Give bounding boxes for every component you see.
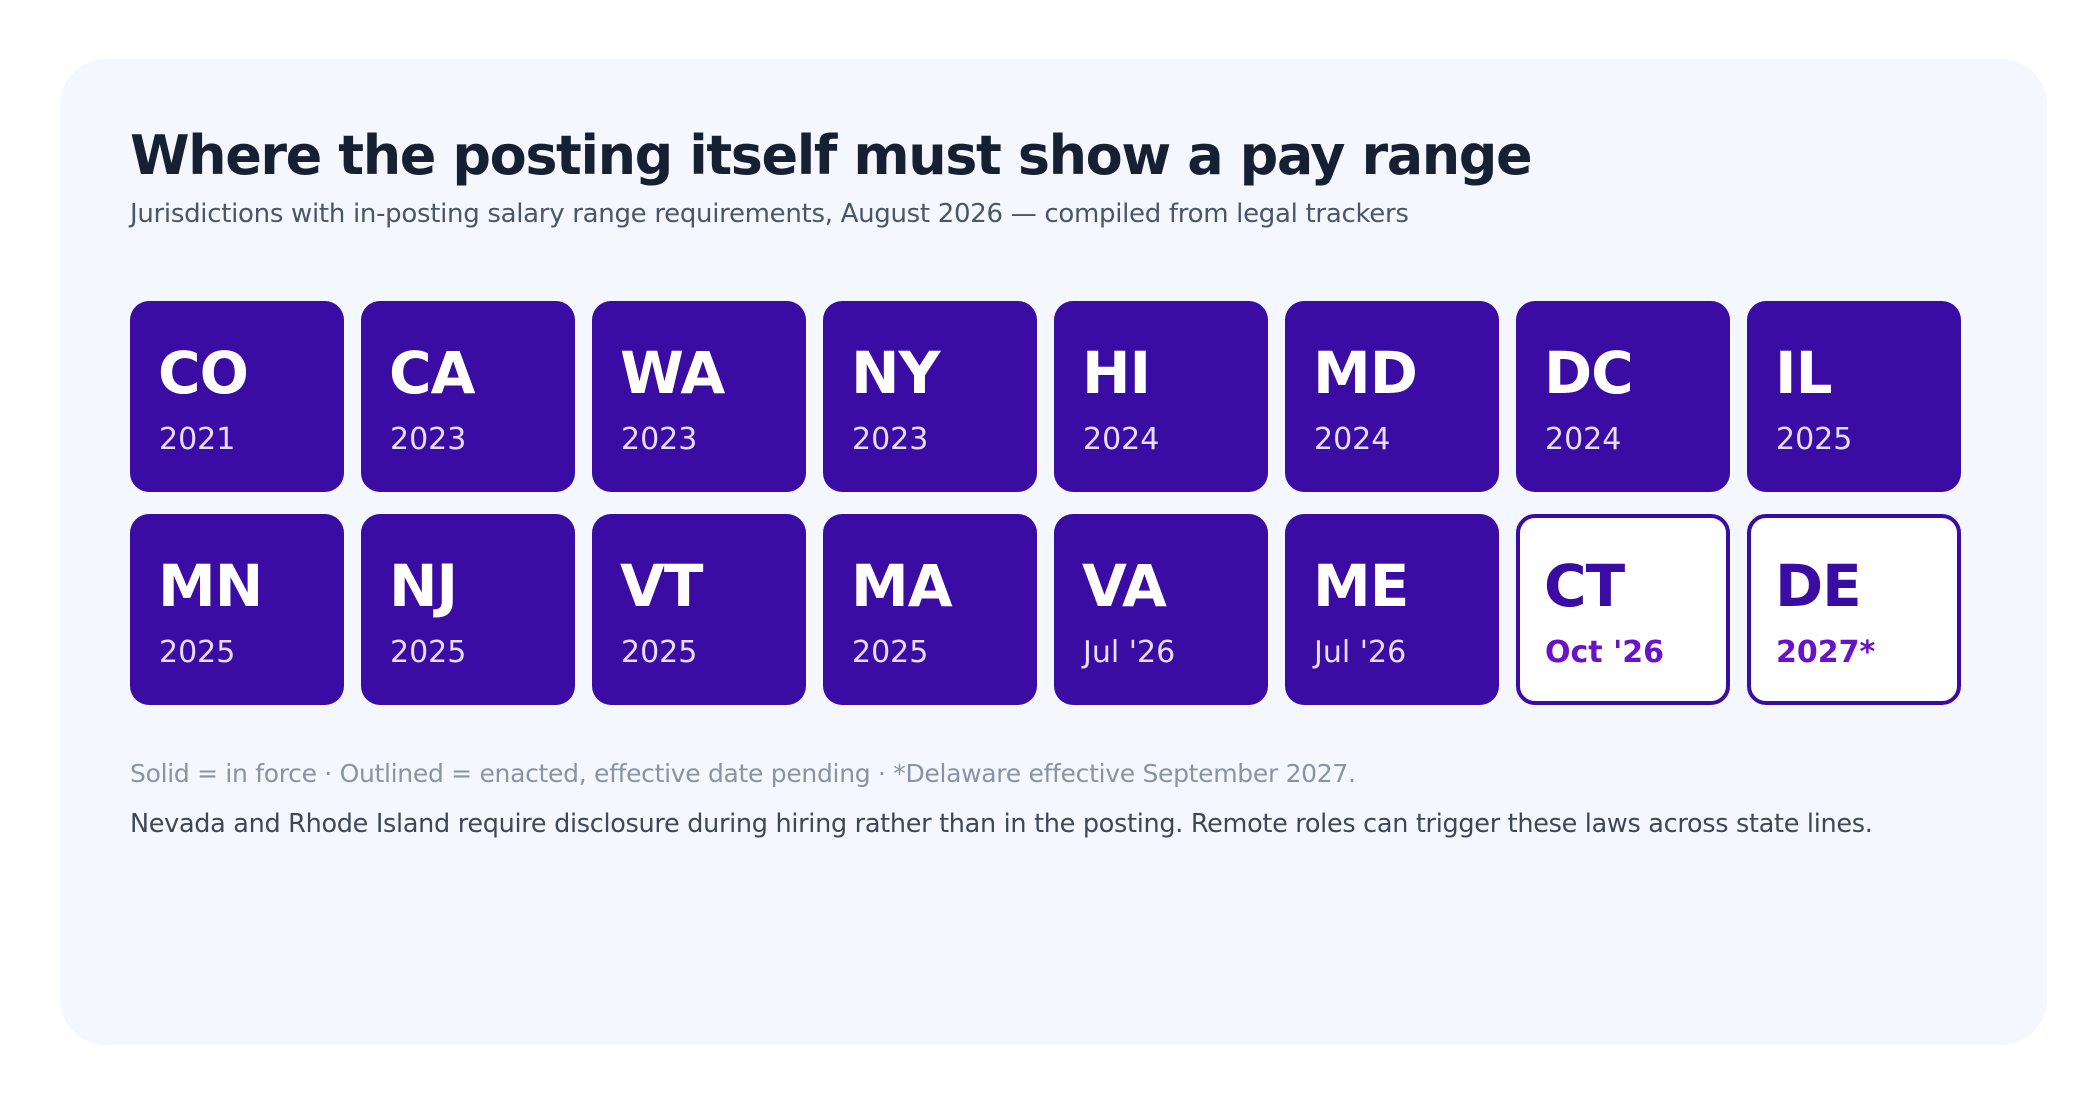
jurisdiction-effective-date: 2024 bbox=[1545, 422, 1622, 457]
jurisdiction-tile: IL 2025 bbox=[1747, 301, 1961, 492]
jurisdiction-abbr: DC bbox=[1544, 339, 1634, 407]
jurisdiction-abbr: MD bbox=[1313, 339, 1418, 407]
jurisdiction-effective-date: 2021 bbox=[159, 422, 236, 457]
jurisdiction-tile: WA 2023 bbox=[592, 301, 806, 492]
jurisdiction-effective-date: 2024 bbox=[1314, 422, 1391, 457]
jurisdiction-tile: ME Jul '26 bbox=[1285, 514, 1499, 705]
jurisdiction-effective-date: 2023 bbox=[621, 422, 698, 457]
jurisdiction-effective-date: 2025 bbox=[159, 635, 236, 670]
jurisdiction-abbr: HI bbox=[1082, 339, 1151, 407]
jurisdiction-effective-date: 2025 bbox=[1776, 422, 1853, 457]
jurisdiction-tile: VA Jul '26 bbox=[1054, 514, 1268, 705]
jurisdiction-abbr: VT bbox=[620, 552, 703, 620]
jurisdiction-abbr: MN bbox=[158, 552, 263, 620]
footnote: Nevada and Rhode Island require disclosu… bbox=[130, 809, 1873, 839]
jurisdiction-tile: MN 2025 bbox=[130, 514, 344, 705]
jurisdiction-effective-date: 2023 bbox=[852, 422, 929, 457]
jurisdiction-abbr: NY bbox=[851, 339, 941, 407]
jurisdiction-abbr: VA bbox=[1082, 552, 1167, 620]
jurisdiction-abbr: ME bbox=[1313, 552, 1409, 620]
jurisdiction-abbr: CO bbox=[158, 339, 249, 407]
jurisdiction-tile-pending: CT Oct '26 bbox=[1516, 514, 1730, 705]
jurisdiction-tile: MA 2025 bbox=[823, 514, 1037, 705]
jurisdiction-abbr: IL bbox=[1775, 339, 1833, 407]
jurisdiction-effective-date: 2025 bbox=[621, 635, 698, 670]
jurisdiction-tile: VT 2025 bbox=[592, 514, 806, 705]
jurisdiction-effective-date: 2023 bbox=[390, 422, 467, 457]
jurisdiction-grid: CO 2021 CA 2023 WA 2023 NY 2023 HI 2024 … bbox=[130, 301, 1962, 705]
jurisdiction-tile-pending: DE 2027* bbox=[1747, 514, 1961, 705]
jurisdiction-abbr: MA bbox=[851, 552, 953, 620]
jurisdiction-tile: MD 2024 bbox=[1285, 301, 1499, 492]
jurisdiction-tile: CO 2021 bbox=[130, 301, 344, 492]
jurisdiction-effective-date: Oct '26 bbox=[1545, 635, 1665, 670]
jurisdiction-effective-date: 2027* bbox=[1776, 635, 1876, 670]
jurisdiction-tile: CA 2023 bbox=[361, 301, 575, 492]
jurisdiction-effective-date: 2025 bbox=[852, 635, 929, 670]
jurisdiction-abbr: CA bbox=[389, 339, 475, 407]
page-subtitle: Jurisdictions with in-posting salary ran… bbox=[130, 199, 1409, 229]
jurisdiction-effective-date: 2025 bbox=[390, 635, 467, 670]
page-title: Where the posting itself must show a pay… bbox=[130, 124, 1533, 187]
jurisdiction-abbr: CT bbox=[1544, 552, 1625, 620]
jurisdiction-effective-date: Jul '26 bbox=[1314, 635, 1407, 670]
jurisdiction-effective-date: Jul '26 bbox=[1083, 635, 1176, 670]
jurisdiction-tile: DC 2024 bbox=[1516, 301, 1730, 492]
jurisdiction-tile: NJ 2025 bbox=[361, 514, 575, 705]
jurisdiction-tile: NY 2023 bbox=[823, 301, 1037, 492]
jurisdiction-abbr: NJ bbox=[389, 552, 458, 620]
jurisdiction-effective-date: 2024 bbox=[1083, 422, 1160, 457]
jurisdiction-abbr: WA bbox=[620, 339, 725, 407]
jurisdiction-abbr: DE bbox=[1775, 552, 1862, 620]
jurisdiction-tile: HI 2024 bbox=[1054, 301, 1268, 492]
legend-note: Solid = in force · Outlined = enacted, e… bbox=[130, 759, 1356, 788]
